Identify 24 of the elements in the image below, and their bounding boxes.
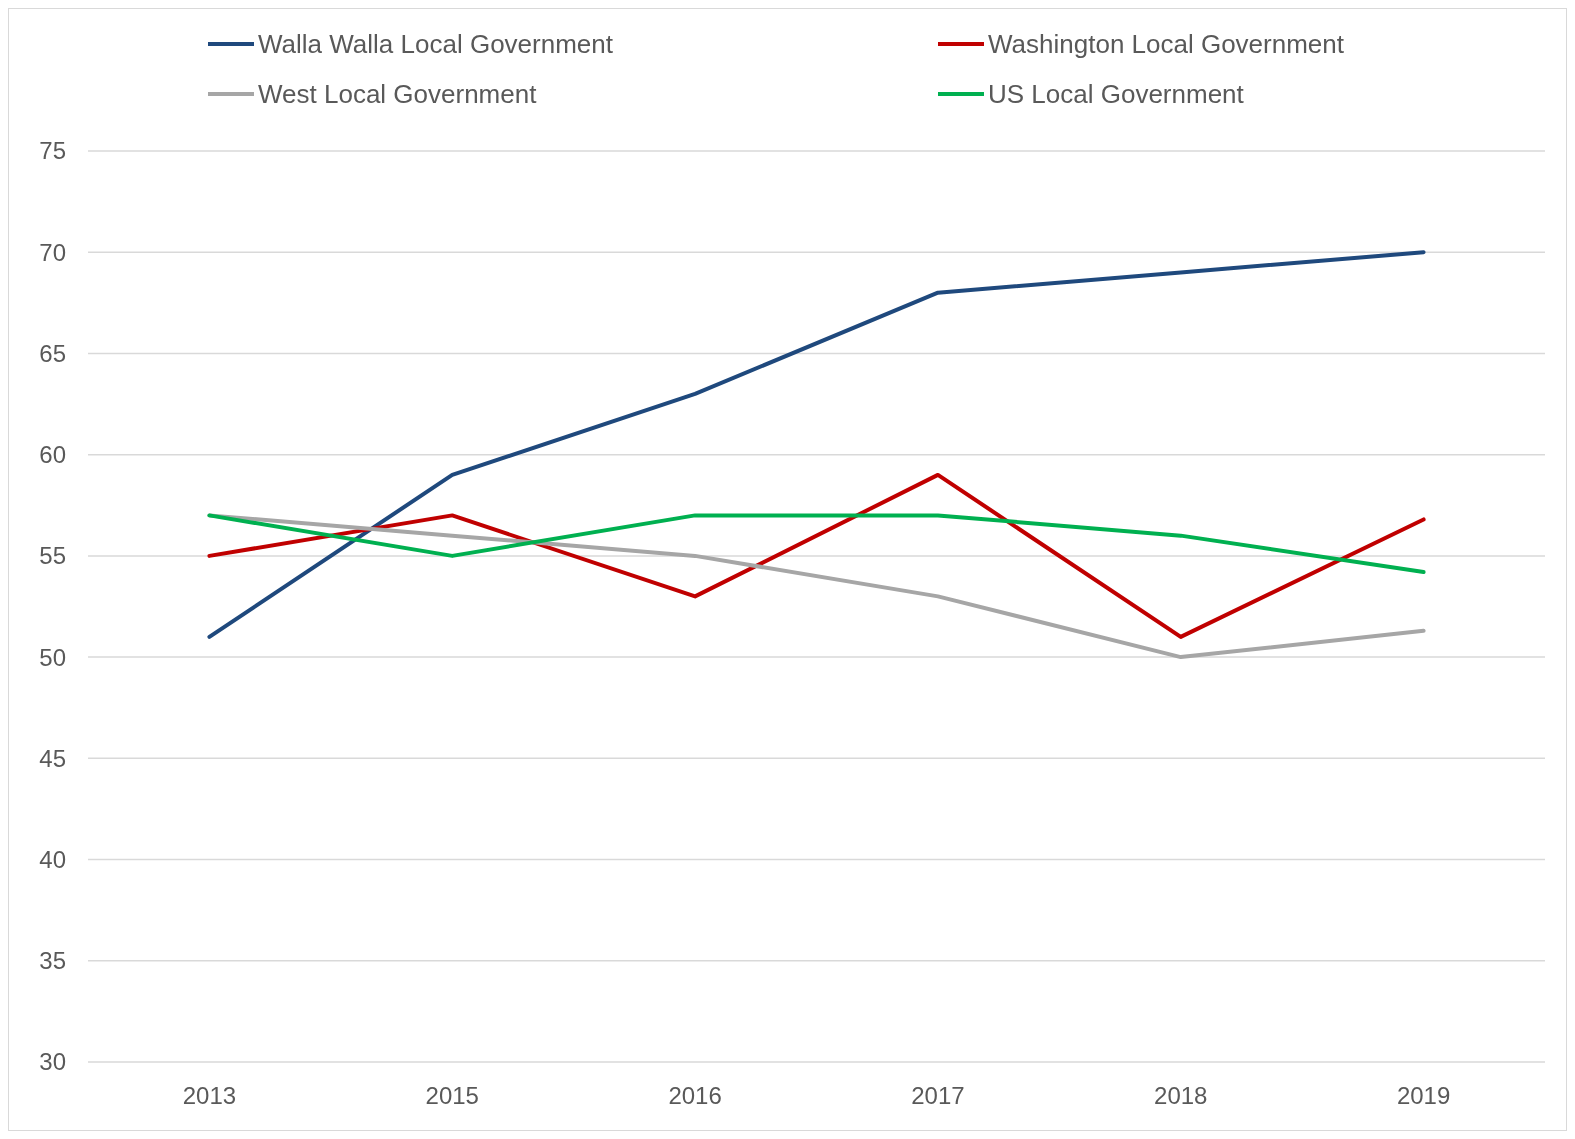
line-series [207, 513, 1426, 575]
y-tick-label: 60 [39, 441, 66, 469]
x-tick-label: 2013 [182, 1082, 237, 1109]
x-tick-label: 2015 [425, 1082, 479, 1109]
y-tick-label: 30 [39, 1048, 66, 1076]
y-tick-label: 75 [39, 137, 66, 165]
x-tick-label: 2019 [1396, 1082, 1451, 1109]
y-tick-label: 65 [39, 339, 66, 367]
y-tick-label: 70 [39, 238, 66, 266]
y-tick-label: 40 [39, 845, 66, 873]
line-series [207, 513, 1426, 660]
y-tick-label: 35 [39, 947, 66, 975]
legend-label: West Local Government [258, 79, 538, 110]
y-tick-label: 55 [39, 542, 66, 570]
legend-label: Walla Walla Local Government [258, 29, 614, 60]
y-tick-label: 45 [39, 744, 66, 772]
x-tick-label: 2016 [668, 1082, 722, 1109]
line-series [207, 472, 1426, 639]
x-tick-label: 2017 [911, 1082, 965, 1109]
y-tick-label: 50 [39, 643, 66, 671]
legend-label: US Local Government [988, 79, 1245, 110]
x-tick-label: 2018 [1154, 1082, 1208, 1109]
line-series [207, 250, 1426, 639]
legend-label: Washington Local Government [988, 29, 1345, 60]
